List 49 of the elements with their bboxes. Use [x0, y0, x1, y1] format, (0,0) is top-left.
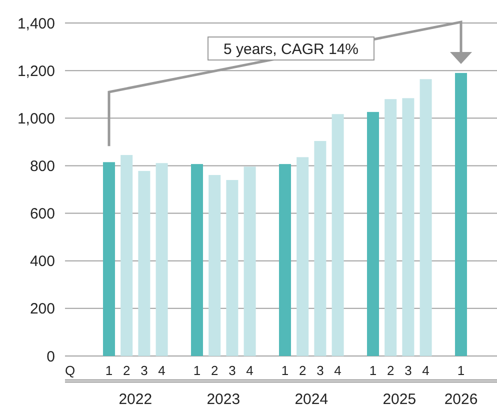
y-tick-label: 600 [30, 206, 55, 223]
bar [296, 157, 309, 356]
bar [244, 166, 256, 356]
bar [226, 180, 238, 356]
bar [420, 79, 432, 356]
x-tick-label: 1 [457, 363, 465, 378]
bar [156, 163, 168, 356]
x-tick-label: 4 [334, 363, 342, 378]
bar [455, 72, 467, 356]
bar [314, 140, 326, 356]
y-tick-label: 200 [30, 300, 55, 318]
x-tick-label: 2 [298, 363, 306, 378]
x-tick-label: 1 [193, 363, 201, 378]
text: 2025 [382, 391, 416, 405]
x-tick-label: 1 [369, 363, 377, 378]
bar [138, 170, 150, 356]
bar [384, 99, 397, 356]
y-tick-label: 1,400 [17, 15, 55, 32]
x-tick-label: 3 [316, 363, 324, 378]
bar [332, 114, 344, 356]
x-tick-label: 4 [246, 363, 254, 378]
x-tick-label: 2 [122, 363, 130, 378]
bar [208, 174, 221, 356]
x-tick-label: 1 [281, 363, 289, 378]
bar [120, 155, 133, 356]
x-tick-label: 3 [140, 363, 148, 378]
x-tick-label: 3 [228, 363, 236, 378]
y-tick-label: 400 [30, 253, 55, 270]
x-tick-label: 2 [210, 363, 218, 378]
annotation: 5 years, CAGR 14% [223, 41, 359, 58]
text: 2024 [294, 391, 328, 405]
bar [191, 164, 203, 356]
y-tick-label: 0 [46, 348, 55, 366]
x-tick-label: 4 [422, 363, 430, 378]
y-tick-label: 1,000 [17, 110, 55, 128]
y-tick-label: 1,200 [17, 62, 55, 80]
x-tick-label: 3 [404, 363, 412, 378]
text: 2023 [206, 391, 240, 405]
x-axis-title: Q [65, 363, 76, 378]
x-tick-label: 1 [105, 363, 113, 378]
bar [402, 98, 414, 356]
bar [279, 164, 291, 356]
bar [103, 162, 115, 356]
x-tick-label: 4 [158, 363, 166, 378]
text: 2022 [118, 391, 152, 405]
y-tick-label: 800 [30, 158, 55, 175]
x-tick-label: 2 [386, 363, 394, 378]
bar [367, 112, 379, 356]
text: 2026 [444, 391, 478, 405]
